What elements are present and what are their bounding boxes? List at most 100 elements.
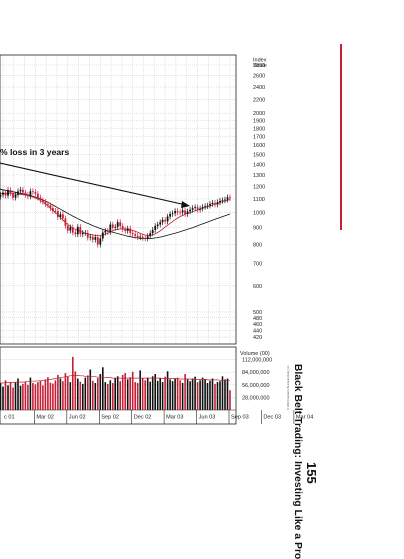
price-tick-label: 2800: [253, 63, 265, 69]
candle-up: [59, 214, 62, 217]
volume-bar: [87, 375, 89, 410]
candle-up: [169, 214, 171, 217]
price-grid: [0, 55, 236, 344]
candle-up: [81, 232, 84, 235]
candle-down: [141, 236, 144, 238]
price-tick-label: 1700: [253, 135, 265, 141]
candle-up: [84, 232, 87, 234]
volume-bar: [204, 379, 206, 410]
volume-bar: [209, 380, 211, 411]
volume-bar: [129, 377, 131, 411]
volume-bar: [7, 385, 9, 411]
volume-bar: [141, 378, 144, 410]
candle-down: [57, 211, 59, 217]
volume-bar: [181, 383, 184, 410]
volume-bar: [97, 378, 99, 410]
candle-down: [44, 201, 47, 205]
price-tick-label: 1400: [253, 162, 265, 168]
volume-bar: [139, 370, 141, 410]
volume-bar: [201, 377, 204, 410]
volume-bar: [144, 380, 146, 410]
x-tick-label: Dec 02: [134, 415, 152, 421]
candle-down: [131, 232, 134, 235]
volume-bars: [0, 356, 231, 411]
volume-bar: [77, 378, 79, 410]
trend-arrow: [0, 162, 190, 208]
candle-down: [214, 202, 216, 205]
volume-bar: [84, 377, 87, 410]
volume-bar: [12, 387, 14, 410]
x-tick-label: Sep 03: [231, 415, 249, 421]
page-number-text: 155: [304, 462, 319, 484]
candle-down: [62, 214, 64, 219]
volume-bar: [82, 383, 84, 410]
volume-tick-label: 28,000,000: [242, 395, 270, 401]
volume-bar: [62, 381, 64, 410]
volume-bar: [37, 382, 39, 410]
candle-down: [144, 237, 147, 239]
volume-bar: [184, 374, 186, 410]
volume-bar: [2, 386, 4, 410]
volume-bar: [221, 376, 224, 411]
candle-down: [79, 226, 82, 235]
candle-down: [9, 190, 12, 194]
volume-bar: [116, 376, 119, 411]
candle-up: [89, 236, 92, 238]
candle-up: [17, 191, 19, 195]
price-tick-label: 440: [253, 328, 262, 334]
candle-down: [121, 226, 124, 230]
volume-axis-label: Volume (00): [240, 351, 270, 357]
short-moving-average-line: [0, 192, 231, 236]
candle-up: [181, 210, 184, 213]
chart-annotation: % loss in 3 years: [0, 147, 69, 157]
price-tick-label: 900: [253, 226, 262, 232]
volume-bar: [136, 383, 139, 410]
candle-down: [49, 205, 52, 209]
price-tick-label: 1500: [253, 152, 265, 158]
volume-bar: [199, 380, 201, 410]
volume-bar: [72, 356, 74, 410]
candle-down: [24, 192, 27, 195]
candle-up: [201, 206, 204, 209]
volume-bar: [74, 371, 77, 410]
volume-bar: [194, 376, 196, 410]
volume-bar: [49, 382, 52, 410]
volume-bar: [44, 379, 47, 410]
candle-up: [151, 229, 154, 234]
volume-panel-frame: [0, 346, 237, 425]
candle-up: [146, 236, 149, 239]
candle-up: [139, 236, 142, 238]
volume-bar: [214, 383, 216, 410]
candle-down: [136, 235, 139, 238]
candle-down: [129, 228, 132, 233]
volume-tick-label: 56,000,000: [242, 383, 270, 389]
volume-bar: [24, 381, 27, 411]
volume-bar: [169, 379, 171, 410]
candle-up: [116, 222, 119, 227]
volume-bar: [89, 369, 92, 410]
volume-bar: [151, 376, 154, 411]
candle-up: [216, 202, 219, 205]
candle-up: [104, 230, 107, 233]
volume-bar: [54, 380, 57, 410]
candle-up: [189, 209, 191, 212]
volume-bar: [124, 373, 126, 410]
candle-up: [101, 232, 104, 239]
candle-up: [2, 192, 4, 195]
candle-up: [171, 213, 174, 215]
volume-bar: [114, 378, 116, 410]
volume-bar: [179, 380, 181, 410]
candle-down: [32, 191, 34, 193]
volume-bar: [64, 373, 67, 410]
candle-down: [52, 208, 54, 211]
volume-axis-ticks: 112,000,000 84,000,000 56,000,000 28,000,00…: [242, 358, 272, 402]
volume-bar: [59, 378, 62, 410]
candle-up: [109, 224, 112, 232]
volume-bar: [57, 374, 59, 410]
volume-bar: [211, 378, 214, 410]
volume-bar: [229, 390, 231, 410]
volume-bar: [34, 384, 37, 410]
candle-up: [204, 206, 206, 207]
volume-bar: [32, 383, 34, 410]
